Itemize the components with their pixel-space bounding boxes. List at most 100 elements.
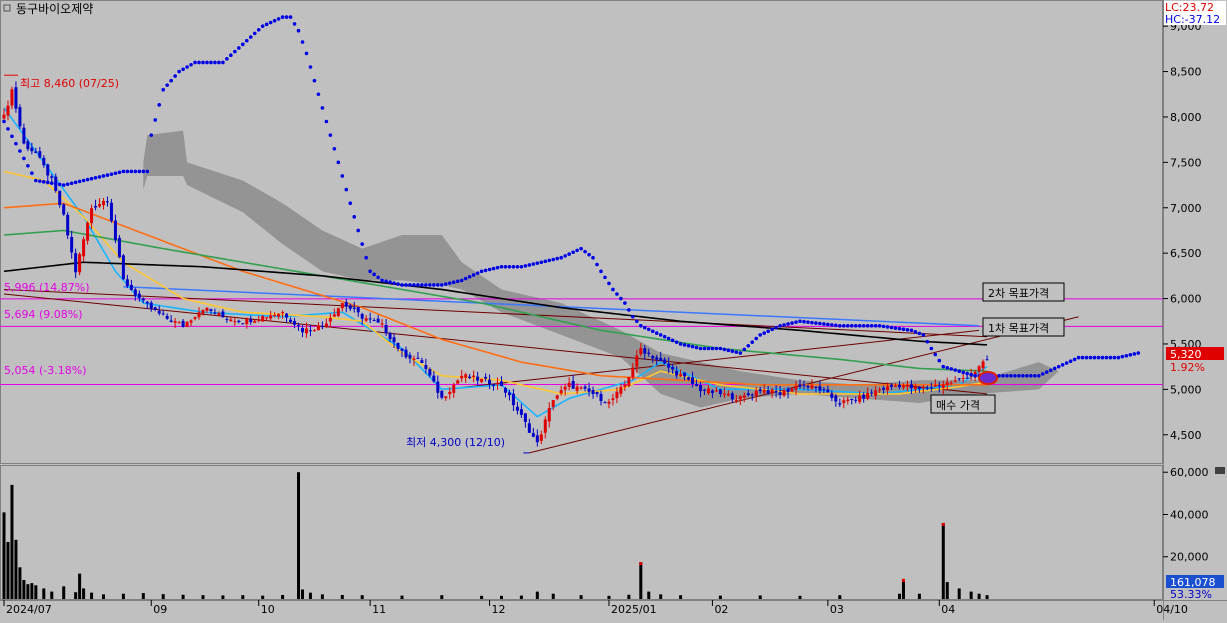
price-panel[interactable]: [0, 0, 1163, 464]
candle-body: [476, 376, 480, 381]
candle-body: [543, 419, 547, 433]
sar-dot: [49, 181, 54, 185]
volume-bar: [480, 595, 484, 599]
sar-dot: [316, 92, 321, 97]
candle-body: [396, 342, 400, 349]
sar-dot: [1021, 373, 1025, 378]
trend-line: [461, 329, 980, 389]
candle-body: [94, 205, 98, 208]
scale-toggle-icon[interactable]: [1215, 467, 1225, 474]
sar-dot: [447, 281, 452, 285]
sar-dot: [726, 348, 731, 353]
volume-bar: [201, 595, 205, 599]
candle-body: [460, 375, 464, 379]
volume-bar: [400, 595, 404, 599]
candle-body: [484, 376, 488, 379]
candle-body: [894, 385, 898, 387]
volume-bar: [34, 585, 38, 599]
sar-dot: [304, 51, 309, 56]
sar-dot: [451, 280, 456, 285]
volume-bar: [360, 595, 364, 599]
candle-body: [500, 381, 503, 386]
sar-dot: [280, 15, 285, 19]
level-label-2: 5,694 (9.08%): [4, 308, 83, 321]
candle-body: [710, 390, 714, 393]
volume-bar: [607, 595, 611, 599]
candle-body: [699, 384, 702, 392]
sar-dot: [237, 46, 241, 50]
sar-dot: [706, 346, 711, 351]
window-menu-icon[interactable]: [3, 4, 11, 12]
candle-body: [30, 147, 34, 152]
volume-bar: [102, 594, 105, 599]
volume-bar: [141, 593, 145, 599]
candle-body: [659, 358, 663, 361]
sar-dot: [459, 278, 464, 283]
sar-dot: [583, 249, 587, 254]
candle-body: [336, 308, 340, 317]
candle-body: [70, 237, 74, 253]
volume-bar: [181, 594, 185, 599]
sar-dot: [686, 343, 691, 348]
sar-dot: [416, 283, 420, 287]
sar-dot: [125, 169, 130, 174]
candle-body: [436, 381, 440, 393]
sar-dot: [38, 179, 42, 183]
candle-body: [380, 323, 384, 325]
target-2-box[interactable]: [982, 282, 1065, 302]
sar-dot: [754, 336, 759, 341]
candle-body: [623, 384, 627, 387]
candle-body: [774, 390, 778, 393]
sar-dot: [897, 326, 902, 331]
candle-body: [933, 385, 937, 387]
sar-dot: [105, 173, 110, 177]
candle-body: [98, 204, 102, 207]
sar-dot: [1056, 364, 1061, 369]
candle-body: [388, 333, 392, 340]
candle-body: [567, 382, 571, 387]
target-1-box[interactable]: [982, 317, 1065, 337]
sar-dot: [567, 252, 571, 256]
price-tick-label: 6,000: [1170, 293, 1202, 306]
sar-dot: [873, 324, 878, 328]
candles: [2, 74, 989, 454]
sar-dot: [611, 287, 615, 292]
candle-body: [842, 400, 846, 403]
candle-body: [197, 312, 201, 318]
sar-dot: [1017, 373, 1021, 378]
current-price: 5,320: [1170, 348, 1202, 361]
sar-dot: [189, 62, 193, 67]
volume-panel[interactable]: [0, 465, 1163, 600]
sar-dot: [730, 349, 735, 354]
candle-body: [424, 365, 428, 369]
candle-body: [639, 348, 643, 355]
candle-body: [448, 391, 452, 395]
sar-dot: [256, 27, 261, 32]
candle-body: [961, 378, 965, 380]
volume-tick-label: 20,000: [1170, 551, 1209, 564]
sar-dot: [555, 256, 560, 261]
sar-dot: [893, 326, 898, 330]
sar-dot: [443, 282, 448, 286]
candle-body: [464, 374, 468, 378]
candle-body: [26, 141, 30, 150]
buy-box[interactable]: [930, 394, 996, 414]
sar-dot: [264, 22, 269, 27]
candle-body: [404, 349, 408, 358]
sar-dot: [396, 282, 400, 286]
candle-body: [977, 366, 981, 372]
candle-body: [289, 319, 293, 323]
candle-body: [66, 214, 70, 236]
sar-dot: [523, 264, 528, 268]
buy-marker[interactable]: [978, 371, 998, 385]
target-2-label: 2차 목표가격: [988, 287, 1049, 300]
volume-bar: [500, 595, 503, 599]
sar-dot: [495, 265, 500, 270]
sar-dot: [766, 329, 770, 334]
candle-body: [488, 379, 492, 385]
sar-dot: [1029, 373, 1033, 378]
candle-body: [225, 319, 229, 321]
candle-body: [157, 310, 161, 314]
sar-dot: [85, 177, 90, 182]
candle-body: [293, 320, 297, 325]
